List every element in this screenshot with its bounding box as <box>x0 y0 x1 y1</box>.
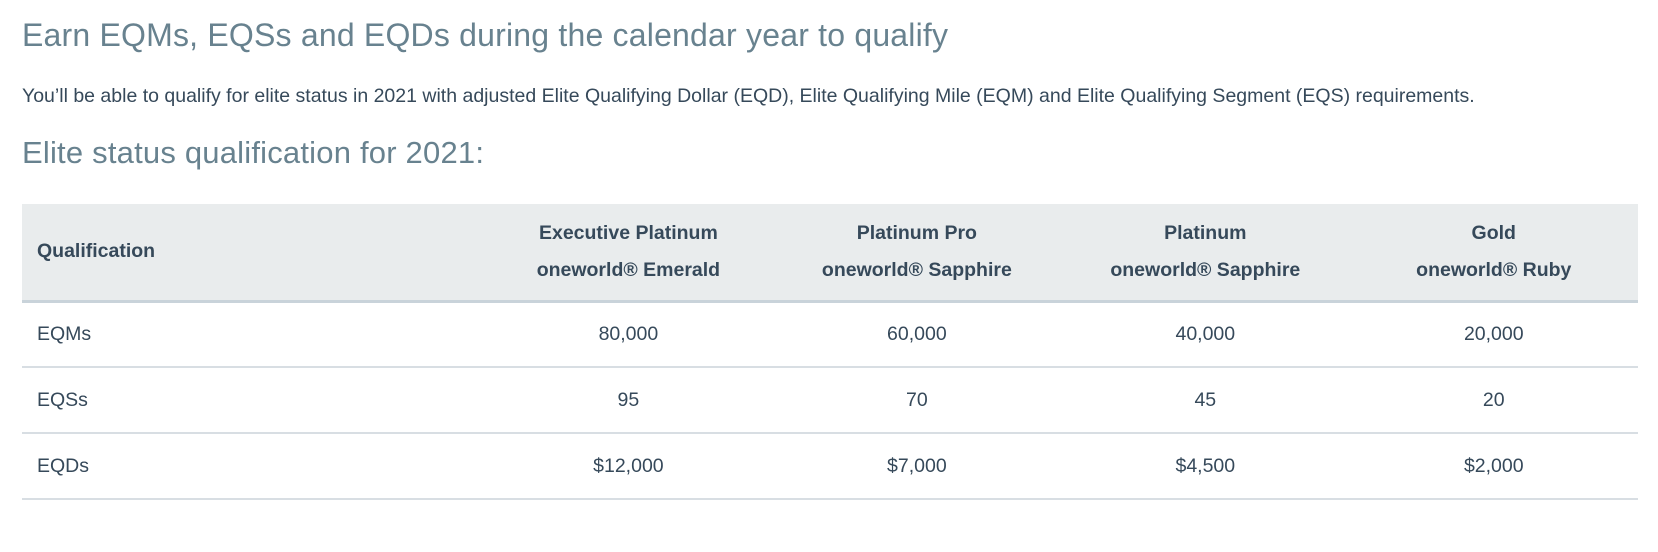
cell-value: $4,500 <box>1061 433 1350 500</box>
table-row-eqms: EQMs 80,000 60,000 40,000 20,000 <box>22 301 1638 368</box>
cell-value: 95 <box>484 367 773 434</box>
column-subtitle: oneworld® Ruby <box>1416 258 1572 281</box>
table-row-eqss: EQSs 95 70 45 20 <box>22 367 1638 434</box>
column-title: Executive Platinum <box>538 221 718 244</box>
intro-paragraph: You’ll be able to qualify for elite stat… <box>22 85 1475 107</box>
cell-value: $7,000 <box>772 433 1062 500</box>
column-subtitle: oneworld® Sapphire <box>821 258 1012 281</box>
column-header-qualification: Qualification <box>22 204 485 303</box>
cell-value: 20,000 <box>1349 301 1638 368</box>
cell-value: 70 <box>772 367 1062 434</box>
column-subtitle: oneworld® Emerald <box>536 258 721 281</box>
cell-value: $12,000 <box>484 433 773 500</box>
row-label: EQMs <box>22 301 485 368</box>
column-title: Platinum <box>1164 221 1247 244</box>
column-title: Qualification <box>37 240 156 263</box>
column-header-platinum-pro: Platinum Pro oneworld® Sapphire <box>772 204 1062 303</box>
cell-value: 45 <box>1061 367 1350 434</box>
cell-value: $2,000 <box>1349 433 1638 500</box>
table-header-row: Qualification Executive Platinum oneworl… <box>22 204 1638 303</box>
page-title: Earn EQMs, EQSs and EQDs during the cale… <box>22 17 949 53</box>
table-row-eqds: EQDs $12,000 $7,000 $4,500 $2,000 <box>22 433 1638 500</box>
table-heading: Elite status qualification for 2021: <box>22 135 485 170</box>
column-header-platinum: Platinum oneworld® Sapphire <box>1061 204 1350 303</box>
column-header-gold: Gold oneworld® Ruby <box>1349 204 1638 303</box>
column-title: Platinum Pro <box>856 221 977 244</box>
column-header-executive-platinum: Executive Platinum oneworld® Emerald <box>484 204 773 303</box>
row-label: EQSs <box>22 367 485 434</box>
qualification-table: Qualification Executive Platinum oneworl… <box>22 204 1638 500</box>
cell-value: 60,000 <box>772 301 1062 368</box>
cell-value: 80,000 <box>484 301 773 368</box>
row-label: EQDs <box>22 433 485 500</box>
column-subtitle: oneworld® Sapphire <box>1110 258 1301 281</box>
cell-value: 20 <box>1349 367 1638 434</box>
cell-value: 40,000 <box>1061 301 1350 368</box>
column-title: Gold <box>1471 221 1516 244</box>
